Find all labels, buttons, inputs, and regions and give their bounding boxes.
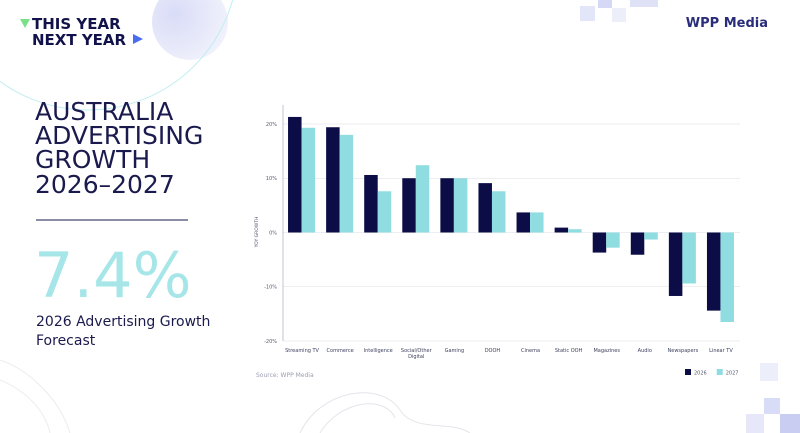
y-tick-label: 20% bbox=[266, 122, 277, 128]
bar bbox=[720, 232, 734, 323]
legend-label: 2027 bbox=[726, 371, 739, 377]
x-tick-label: Newspapers bbox=[668, 348, 699, 354]
source: Source: WPP Media bbox=[256, 372, 314, 379]
bar bbox=[706, 232, 721, 311]
x-tick-label: Intelligence bbox=[364, 348, 393, 354]
y-tick-label: -10% bbox=[264, 285, 277, 291]
bar bbox=[592, 232, 607, 253]
y-tick-label: -20% bbox=[264, 339, 277, 345]
brand: WPP Media bbox=[686, 16, 768, 31]
bar bbox=[606, 232, 620, 248]
headline-caption: Forecast bbox=[36, 333, 96, 349]
bar bbox=[339, 134, 354, 233]
title-line: ADVERTISING bbox=[35, 121, 203, 150]
x-tick-label: Linear TV bbox=[709, 348, 733, 354]
bar bbox=[377, 191, 392, 233]
bar bbox=[288, 116, 302, 233]
bar bbox=[402, 178, 416, 233]
headline-caption: 2026 Advertising Growth bbox=[36, 314, 210, 330]
bar bbox=[415, 165, 430, 233]
logo: THIS YEAR NEXT YEAR bbox=[20, 15, 143, 49]
x-tick-label: Magazines bbox=[593, 348, 620, 354]
x-tick-label: Cinema bbox=[521, 348, 540, 354]
logo-text: THIS YEAR bbox=[32, 15, 121, 33]
title-line: AUSTRALIA bbox=[35, 97, 173, 126]
chart: 20% 10% 0% -10% -20% Streaming TV Commerce Inte… bbox=[264, 105, 740, 377]
bar bbox=[326, 127, 340, 233]
bar bbox=[364, 174, 378, 233]
bar bbox=[301, 127, 316, 233]
logo-text: NEXT YEAR bbox=[32, 31, 127, 49]
title-line: GROWTH bbox=[35, 145, 150, 174]
bar bbox=[630, 232, 645, 255]
x-tick-label: Audio bbox=[638, 348, 652, 354]
legend-swatch bbox=[716, 369, 723, 375]
x-tick-label: Social/Other Digital bbox=[401, 348, 433, 360]
x-tick-label: DOOH bbox=[485, 348, 501, 354]
headline-stat: 7.4% bbox=[34, 239, 192, 312]
bar bbox=[453, 178, 468, 233]
bar bbox=[478, 183, 492, 233]
x-tick-label: Static OOH bbox=[555, 348, 583, 354]
bar bbox=[530, 212, 544, 233]
legend-label: 2026 bbox=[694, 371, 707, 377]
x-tick-label: Gaming bbox=[445, 348, 465, 354]
bar bbox=[554, 227, 569, 233]
y-tick-label: 10% bbox=[266, 176, 277, 182]
x-tick-label: Commerce bbox=[327, 348, 354, 354]
y-tick-label: 0% bbox=[269, 230, 277, 236]
legend-swatch bbox=[685, 369, 691, 375]
bar bbox=[568, 229, 582, 233]
bar bbox=[682, 232, 696, 284]
y-axis-label: YOY GROWTH bbox=[254, 217, 260, 249]
bar bbox=[644, 232, 658, 240]
bar bbox=[668, 232, 683, 296]
title-line: 2026–2027 bbox=[35, 170, 175, 199]
bar bbox=[516, 212, 531, 233]
bar bbox=[491, 191, 506, 233]
x-tick-label: Streaming TV bbox=[285, 348, 319, 354]
bar bbox=[440, 178, 454, 233]
